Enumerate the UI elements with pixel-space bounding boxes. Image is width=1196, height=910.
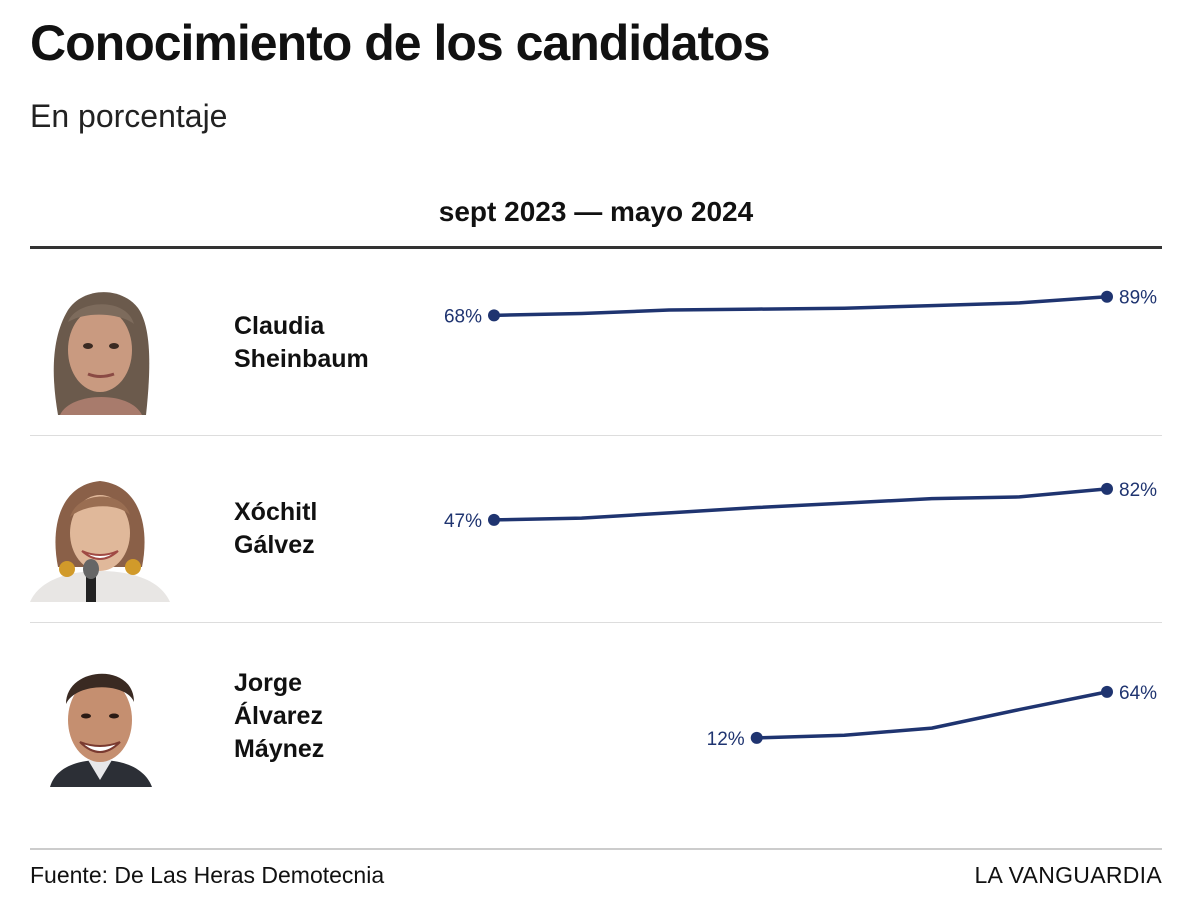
end-value-label: 64% (1119, 683, 1157, 704)
name-line: Álvarez (234, 702, 323, 730)
candidate-portrait-galvez (30, 467, 170, 602)
candidate-name-sheinbaum: Claudia Sheinbaum (234, 310, 369, 376)
series-line (492, 487, 1109, 522)
name-line: Sheinbaum (234, 345, 369, 373)
candidate-portrait-maynez (30, 652, 170, 787)
candidate-name-maynez: Jorge Álvarez Máynez (234, 667, 324, 766)
end-value-label: 89% (1119, 288, 1157, 309)
start-point (488, 309, 500, 322)
row-divider (30, 435, 1162, 436)
end-point (1101, 290, 1113, 303)
period-label: sept 2023 — mayo 2024 (438, 196, 754, 227)
start-point (750, 731, 763, 744)
candidate-portrait-sheinbaum (30, 280, 170, 415)
start-value-label: 12% (707, 729, 745, 750)
series-line (492, 294, 1109, 318)
name-line: Xóchitl (234, 498, 318, 526)
chart-subtitle: En porcentaje (30, 98, 228, 134)
header-rule (30, 246, 1162, 249)
end-point (1101, 685, 1113, 698)
series-line (754, 690, 1109, 740)
end-value-label: 82% (1119, 480, 1157, 501)
footer-rule (30, 848, 1162, 850)
brand-logo-text: LA VANGUARDIA (974, 862, 1162, 888)
name-line: Claudia (234, 312, 325, 340)
start-value-label: 47% (444, 511, 482, 532)
row-divider (30, 622, 1162, 623)
candidate-name-galvez: Xóchitl Gálvez (234, 496, 317, 562)
name-line: Gálvez (234, 531, 315, 559)
start-point (488, 513, 500, 526)
name-line: Máynez (234, 735, 325, 763)
source-note: Fuente: De Las Heras Demotecnia (30, 862, 385, 888)
name-line: Jorge (234, 669, 303, 697)
chart-title: Conocimiento de los candidatos (30, 15, 771, 71)
end-point (1101, 482, 1113, 495)
start-value-label: 68% (444, 306, 482, 327)
